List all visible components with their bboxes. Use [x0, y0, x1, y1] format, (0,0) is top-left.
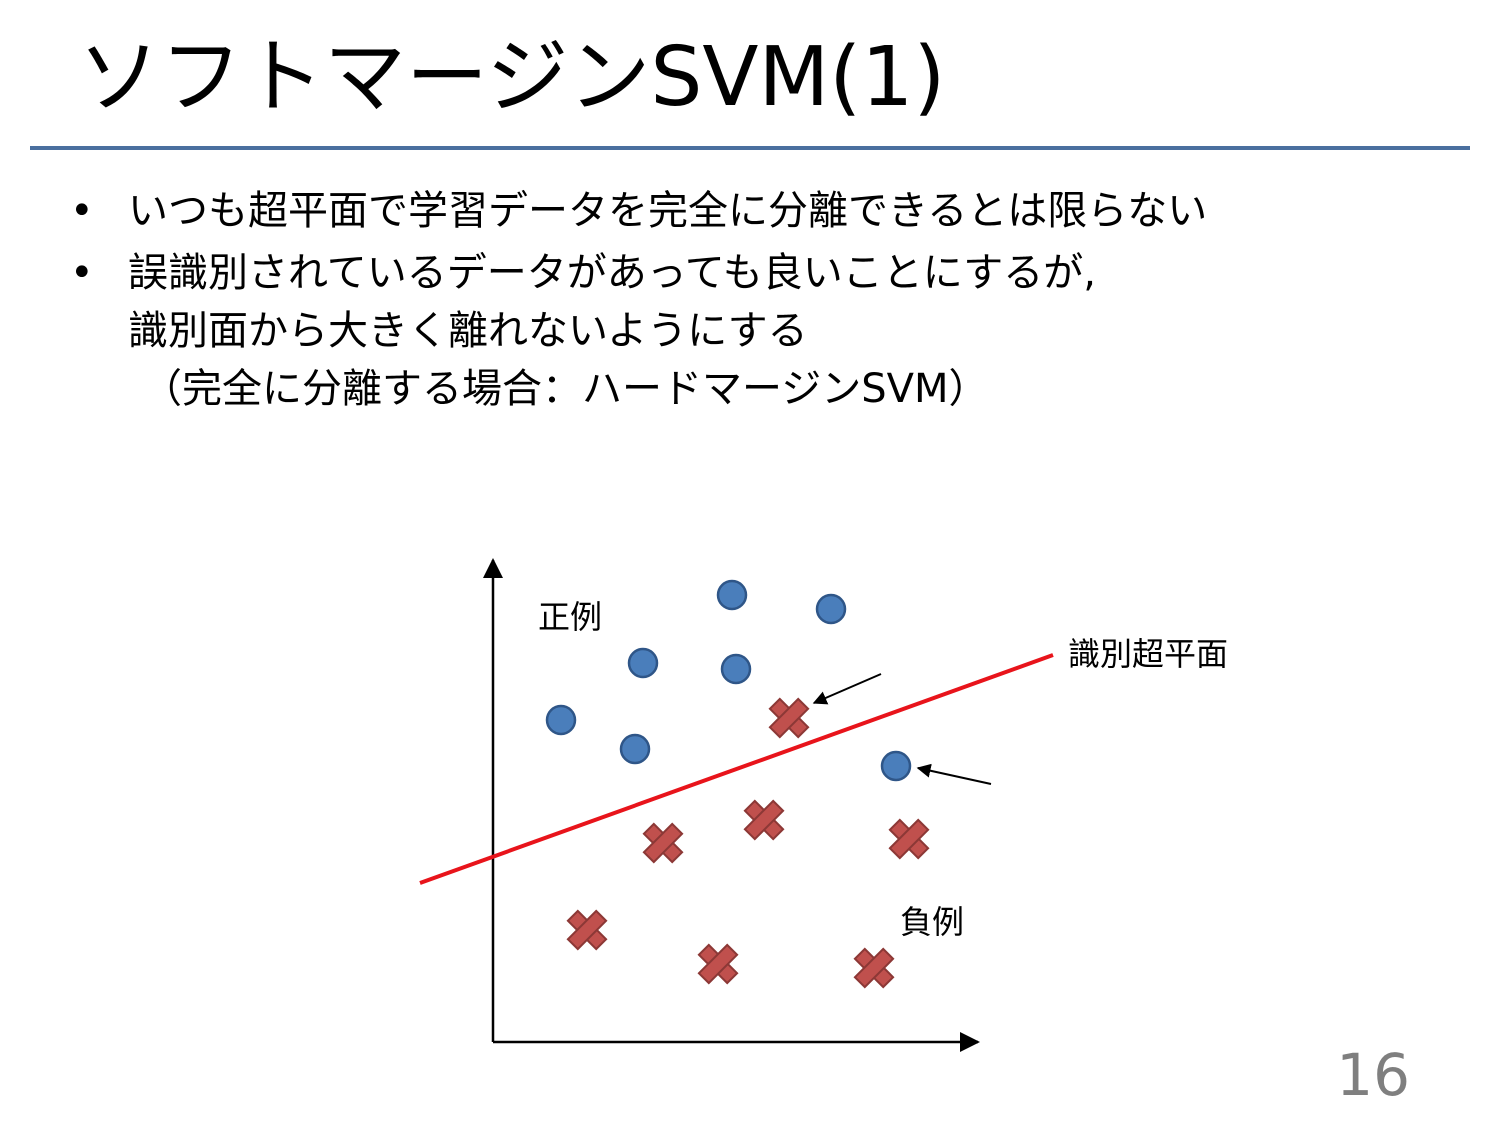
negative-point-x-icon	[642, 822, 684, 864]
bullet-marker: •	[70, 250, 94, 296]
bullet-text: いつも超平面で学習データを完全に分離できるとは限らない	[128, 188, 1208, 234]
negative-point-x-icon	[697, 943, 739, 985]
bullet-text: 識別面から大きく離れないようにする	[128, 308, 808, 354]
slide-title: ソフトマージンSVM(1)	[78, 30, 946, 125]
bullet-text: （完全に分離する場合：ハードマージンSVM）	[142, 366, 989, 412]
page-number: 16	[1336, 1041, 1410, 1109]
hyperplane-label: 識別超平面	[1068, 635, 1228, 673]
negative-point-x-icon	[888, 818, 930, 860]
bullet-marker: •	[70, 188, 94, 234]
misclassified-positive-point-circle-icon	[880, 750, 912, 782]
bullet-item-1: • いつも超平面で学習データを完全に分離できるとは限らない	[70, 182, 1490, 240]
positive-point-circle-icon	[619, 733, 651, 765]
positive-points	[545, 579, 912, 782]
bullet-item-2: • 誤識別されているデータがあっても良いことにするが, 識別面から大きく離れない…	[70, 244, 1490, 418]
positive-point-circle-icon	[815, 593, 847, 625]
positive-point-circle-icon	[720, 653, 752, 685]
pointer-arrow-icon	[812, 673, 882, 705]
negative-point-x-icon	[853, 947, 895, 989]
title-divider	[30, 146, 1470, 150]
positive-point-circle-icon	[627, 647, 659, 679]
separating-hyperplane	[419, 653, 1054, 885]
positive-class-label: 正例	[538, 598, 602, 636]
misclassified-negative-point-x-icon	[768, 697, 810, 739]
bullet-text: 誤識別されているデータがあっても良いことにするが,	[128, 250, 1096, 296]
negative-class-label: 負例	[900, 903, 964, 941]
pointer-arrow-icon	[916, 763, 992, 785]
positive-point-circle-icon	[716, 579, 748, 611]
negative-point-x-icon	[743, 799, 785, 841]
negative-points	[566, 697, 930, 989]
positive-point-circle-icon	[545, 704, 577, 736]
negative-point-x-icon	[566, 909, 608, 951]
bullet-list: • いつも超平面で学習データを完全に分離できるとは限らない • 誤識別されている…	[70, 182, 1490, 418]
